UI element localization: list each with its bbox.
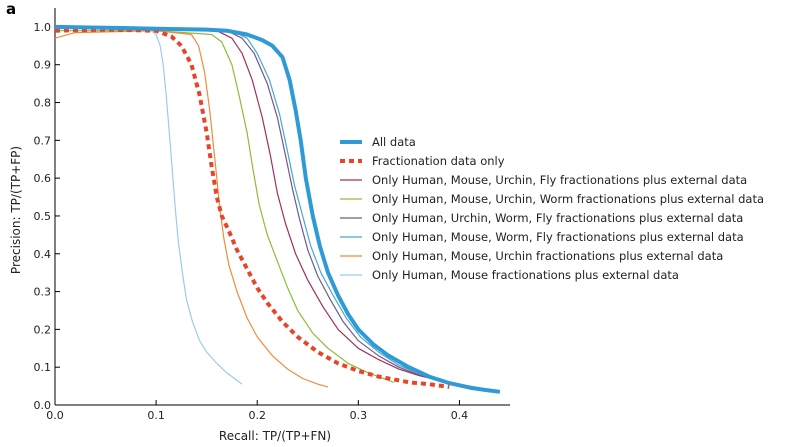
x-tick-label: 0.1 bbox=[147, 409, 165, 422]
y-tick-label: 0.3 bbox=[34, 286, 52, 299]
y-tick-label: 1.0 bbox=[34, 21, 52, 34]
x-tick-label: 0.2 bbox=[248, 409, 266, 422]
axes: 0.0 0.1 0.2 0.3 0.4 0.5 0.6 0.7 0.8 0.9 1.0 0.0 0.1 0… bbox=[34, 8, 510, 422]
series-line-4 bbox=[54, 26, 495, 392]
legend-label-2: Only Human, Mouse, Urchin, Fly fractiona… bbox=[372, 173, 747, 187]
x-tick-label: 0.4 bbox=[451, 409, 469, 422]
legend-label-4: Only Human, Urchin, Worm, Fly fractionat… bbox=[372, 211, 743, 225]
legend-label-1: Fractionation data only bbox=[372, 154, 505, 168]
series-layer bbox=[54, 24, 501, 394]
panel-label: a bbox=[6, 0, 17, 18]
legend-label-0: All data bbox=[372, 135, 416, 149]
y-tick-label: 0.2 bbox=[34, 323, 52, 336]
series-line-2 bbox=[54, 26, 490, 391]
y-tick-label: 0.1 bbox=[34, 361, 52, 374]
series-line-5 bbox=[54, 26, 495, 392]
y-tick-label: 0.8 bbox=[34, 97, 52, 110]
legend-label-7: Only Human, Mouse fractionations plus ex… bbox=[372, 268, 679, 282]
x-tick-label: 0.3 bbox=[350, 409, 368, 422]
y-tick-label: 0.4 bbox=[34, 248, 52, 261]
series-line-1 bbox=[54, 27, 450, 389]
series-line-0 bbox=[54, 24, 501, 394]
y-tick-label: 0.0 bbox=[34, 399, 52, 412]
series-line-3 bbox=[55, 30, 394, 383]
y-axis-label: Precision: TP/(TP+FP) bbox=[9, 146, 23, 274]
y-tick-label: 0.7 bbox=[34, 134, 52, 147]
y-tick-label: 0.5 bbox=[34, 210, 52, 223]
legend: All data Fractionation data only Only Huma… bbox=[340, 135, 764, 282]
y-tick-label: 0.6 bbox=[34, 172, 52, 185]
legend-label-5: Only Human, Mouse, Worm, Fly fractionati… bbox=[372, 230, 744, 244]
legend-label-3: Only Human, Mouse, Urchin, Worm fraction… bbox=[372, 192, 764, 206]
x-axis-label: Recall: TP/(TP+FN) bbox=[219, 429, 331, 443]
series-line-6 bbox=[54, 30, 329, 388]
legend-label-6: Only Human, Mouse, Urchin fractionations… bbox=[372, 249, 723, 263]
y-tick-label: 0.9 bbox=[34, 59, 52, 72]
series-line-7 bbox=[150, 30, 243, 385]
x-tick-label: 0.0 bbox=[46, 409, 64, 422]
